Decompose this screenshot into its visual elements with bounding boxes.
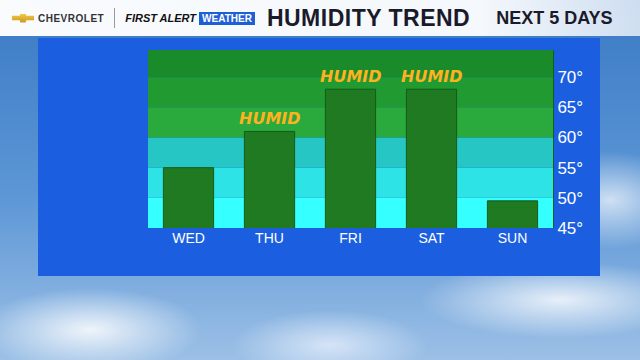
svg-text:65°: 65° xyxy=(557,98,583,117)
svg-text:HUMID: HUMID xyxy=(320,67,382,86)
svg-text:45°: 45° xyxy=(557,219,583,238)
svg-text:THU: THU xyxy=(255,230,284,246)
html-text:WEATHER: WEATHER xyxy=(202,12,252,24)
html-text:FIRST ALERT: FIRST ALERT xyxy=(125,12,197,24)
html-text:HUMIDITY TREND: HUMIDITY TREND xyxy=(266,4,471,31)
svg-text:SUN: SUN xyxy=(498,230,528,246)
svg-text:FRI: FRI xyxy=(339,230,362,246)
html-text:CHEVROLET: CHEVROLET xyxy=(38,12,105,24)
svg-text:60°: 60° xyxy=(557,128,583,147)
svg-text:WED: WED xyxy=(172,230,205,246)
svg-text:70°: 70° xyxy=(557,68,583,87)
html-text:NEXT 5 DAYS: NEXT 5 DAYS xyxy=(496,7,613,28)
svg-text:SAT: SAT xyxy=(418,230,445,246)
svg-text:55°: 55° xyxy=(557,159,583,178)
svg-text:50°: 50° xyxy=(557,189,583,208)
svg-text:HUMID: HUMID xyxy=(239,109,301,128)
svg-text:HUMID: HUMID xyxy=(401,67,463,86)
